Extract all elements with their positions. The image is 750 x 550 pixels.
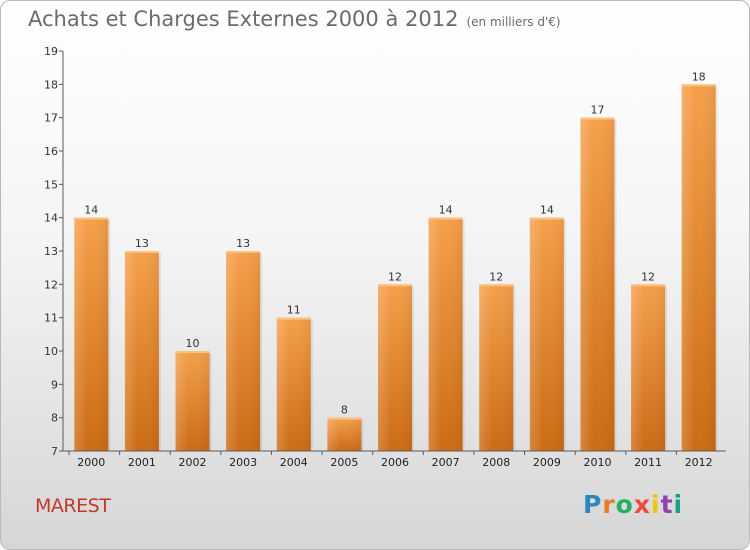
x-tick-label-2003: 2003 <box>229 456 257 469</box>
x-tick-label-2009: 2009 <box>533 456 561 469</box>
logo-letter: o <box>615 490 634 519</box>
bar-shine <box>631 284 666 451</box>
x-tick-label-2010: 2010 <box>583 456 611 469</box>
logo-letter: x <box>633 490 651 519</box>
bar-shine <box>681 84 716 451</box>
value-label-2010: 17 <box>590 104 604 117</box>
bar-top-edge <box>378 284 412 287</box>
bar-shine <box>226 251 261 451</box>
y-tick-label-15: 15 <box>44 178 58 191</box>
x-tick-label-2008: 2008 <box>482 456 510 469</box>
value-label-2012: 18 <box>692 70 706 83</box>
bar-top-edge <box>124 251 159 253</box>
bar-top-edge <box>276 317 311 320</box>
bar-shine <box>529 217 564 451</box>
x-tick-label-2011: 2011 <box>634 456 662 469</box>
bar-top-edge <box>529 217 564 220</box>
value-label-2005: 8 <box>341 404 348 417</box>
logo-letter: t <box>660 490 674 519</box>
bar-top-edge <box>479 284 514 287</box>
y-tick-label-18: 18 <box>44 78 58 91</box>
value-label-2000: 14 <box>84 204 98 217</box>
bar-shine <box>124 251 159 451</box>
y-tick-label-14: 14 <box>44 212 58 225</box>
chart-title-text: Achats et Charges Externes 2000 à 2012 <box>28 7 459 31</box>
x-tick-label-2001: 2001 <box>128 456 156 469</box>
value-label-2009: 14 <box>540 204 554 217</box>
bar-shine <box>74 217 109 451</box>
y-tick-label-10: 10 <box>44 345 58 358</box>
bars-layer: 14 13 10 13 11 8 12 14 12 14 17 12 18 <box>74 70 718 452</box>
axes-layer: 2000 2001 2002 2003 2004 2005 2006 2007 2008 2009… <box>44 45 726 469</box>
bar-shine <box>276 317 311 451</box>
value-label-2001: 13 <box>135 237 149 250</box>
bar-shine <box>327 417 362 451</box>
x-tick-label-2002: 2002 <box>179 456 207 469</box>
value-label-2006: 12 <box>388 270 402 283</box>
y-tick-label-9: 9 <box>51 378 58 391</box>
value-label-2007: 14 <box>439 204 453 217</box>
y-tick-label-16: 16 <box>44 145 58 158</box>
y-tick-label-13: 13 <box>44 245 58 258</box>
bar-top-edge <box>226 251 261 253</box>
x-tick-label-2005: 2005 <box>330 456 358 469</box>
value-label-2011: 12 <box>641 270 655 283</box>
value-label-2004: 11 <box>287 304 301 317</box>
chart-subtitle: (en milliers d'€) <box>466 15 561 29</box>
x-tick-label-2004: 2004 <box>280 456 308 469</box>
x-tick-label-2012: 2012 <box>685 456 713 469</box>
logo-letter: i <box>651 490 661 519</box>
x-tick-label-2006: 2006 <box>381 456 409 469</box>
bar-shine <box>428 217 463 451</box>
logo-letter: r <box>602 490 616 519</box>
bar-top-edge <box>327 417 362 420</box>
y-tick-label-8: 8 <box>51 412 58 425</box>
value-label-2008: 12 <box>489 270 503 283</box>
x-tick-label-2000: 2000 <box>77 456 105 469</box>
bar-top-edge <box>428 217 463 220</box>
y-tick-label-17: 17 <box>44 112 58 125</box>
y-tick-label-7: 7 <box>51 445 58 458</box>
bar-top-edge <box>74 217 109 220</box>
bar-top-edge <box>175 351 210 353</box>
place-name: MAREST <box>35 495 111 517</box>
bar-top-edge <box>631 284 666 287</box>
value-label-2002: 10 <box>186 337 200 350</box>
y-tick-label-12: 12 <box>44 278 58 291</box>
proxiti-logo: Proxiti <box>583 490 683 519</box>
bar-shine <box>175 351 210 451</box>
y-tick-label-19: 19 <box>44 45 58 58</box>
y-tick-label-11: 11 <box>44 312 58 325</box>
logo-letter: P <box>583 490 603 519</box>
value-label-2003: 13 <box>236 237 250 250</box>
chart-title: Achats et Charges Externes 2000 à 2012 (e… <box>28 7 561 31</box>
bar-shine <box>479 284 514 451</box>
bar-top-edge <box>681 84 716 87</box>
x-tick-label-2007: 2007 <box>432 456 460 469</box>
bar-shine <box>378 284 412 451</box>
bar-top-edge <box>580 117 615 120</box>
logo-letter: i <box>673 490 684 519</box>
bar-shine <box>580 117 615 452</box>
